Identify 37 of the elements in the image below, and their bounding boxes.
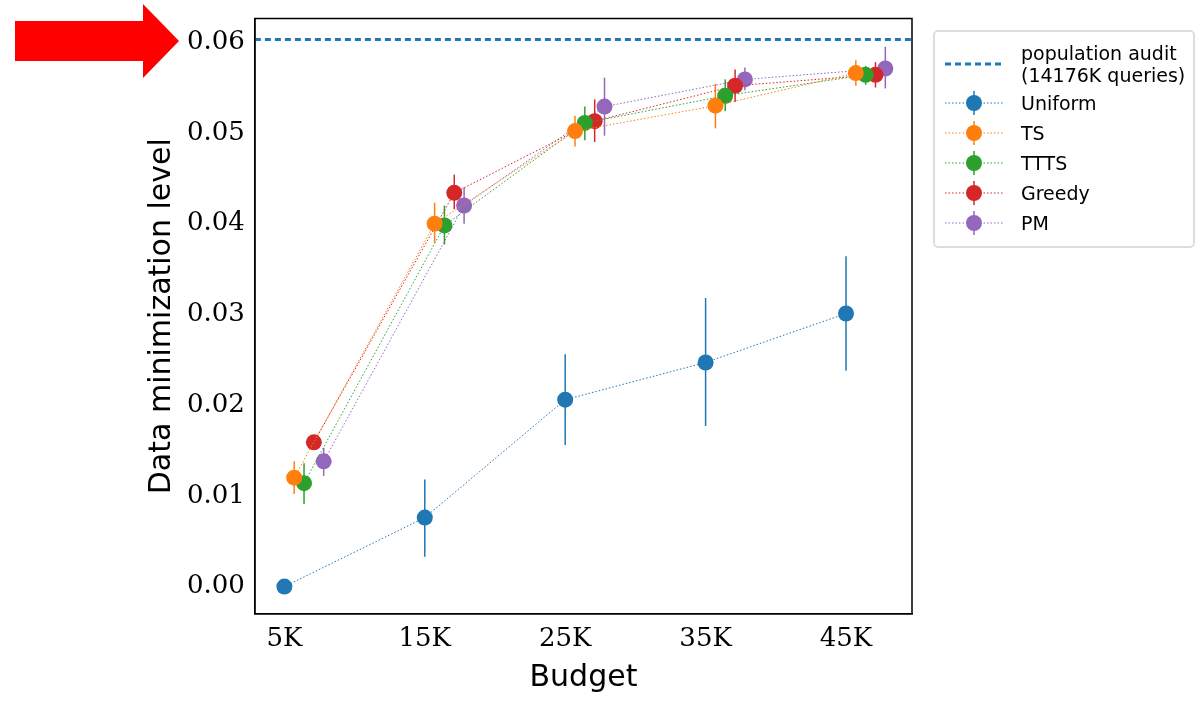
point xyxy=(847,65,864,82)
point xyxy=(446,184,463,201)
x-tick-label: 15K xyxy=(398,622,452,653)
point xyxy=(707,97,724,114)
y-tick-label: 0.00 xyxy=(187,569,245,600)
point xyxy=(286,469,303,486)
point xyxy=(276,578,293,595)
y-tick-label: 0.06 xyxy=(187,24,245,55)
point xyxy=(697,354,714,371)
point xyxy=(557,391,574,408)
point xyxy=(838,305,855,322)
x-axis-title: Budget xyxy=(529,657,638,693)
point xyxy=(717,87,734,104)
y-tick-label: 0.02 xyxy=(187,387,245,418)
legend-label: TTTS xyxy=(1021,152,1068,174)
x-tick-label: 5K xyxy=(266,622,303,653)
point xyxy=(426,215,443,232)
point xyxy=(567,123,584,140)
x-tick-label: 25K xyxy=(538,622,593,653)
point xyxy=(596,98,613,115)
legend-label: TS xyxy=(1021,122,1045,144)
y-tick-label: 0.05 xyxy=(187,115,245,146)
point xyxy=(305,434,322,451)
point xyxy=(315,453,332,470)
x-tick-label: 45K xyxy=(819,622,873,653)
point xyxy=(727,77,744,94)
x-tick-label: 35K xyxy=(679,622,733,653)
legend-label: Greedy xyxy=(1021,182,1090,204)
y-axis-title: Data minimization level xyxy=(141,138,177,495)
legend-label: Uniform xyxy=(1021,92,1097,114)
legend-label: population audit (14176K queries) xyxy=(1021,42,1186,86)
y-tick-label: 0.01 xyxy=(187,478,245,509)
point xyxy=(416,509,433,526)
legend-label: PM xyxy=(1021,212,1049,234)
point xyxy=(456,197,473,214)
y-tick-label: 0.04 xyxy=(187,206,245,237)
y-tick-label: 0.03 xyxy=(187,297,245,328)
